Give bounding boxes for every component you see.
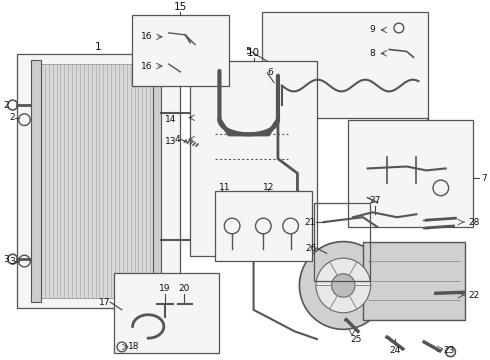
Bar [262, 12, 428, 118]
Text: 2: 2 [3, 100, 9, 109]
Text: 21: 21 [305, 217, 316, 226]
Text: 25: 25 [350, 334, 362, 343]
Bar [41, 64, 153, 298]
Bar [153, 60, 161, 302]
Text: 10: 10 [247, 48, 260, 58]
Text: 19: 19 [159, 284, 171, 293]
Bar [31, 60, 41, 302]
Text: 1: 1 [95, 41, 102, 51]
Bar [132, 15, 229, 86]
Text: 3: 3 [3, 255, 9, 264]
Text: 13: 13 [165, 137, 176, 146]
Text: 3: 3 [9, 257, 15, 266]
Text: 7: 7 [481, 174, 487, 183]
Text: 26: 26 [306, 244, 317, 253]
Text: 20: 20 [179, 284, 190, 293]
Circle shape [332, 274, 355, 297]
Bar [190, 61, 317, 256]
Text: 27: 27 [370, 196, 381, 205]
Text: 12: 12 [263, 184, 274, 193]
Text: 8: 8 [370, 49, 375, 58]
Text: 6: 6 [267, 68, 273, 77]
Text: 15: 15 [174, 3, 187, 12]
Bar [17, 54, 180, 308]
Text: 16: 16 [142, 32, 153, 41]
Bar [348, 120, 473, 227]
Text: 28: 28 [468, 217, 480, 226]
Bar [363, 242, 465, 320]
Text: 9: 9 [370, 26, 375, 35]
Text: 4: 4 [175, 135, 180, 144]
Text: 18: 18 [128, 342, 139, 351]
Text: 11: 11 [219, 184, 230, 193]
Text: 2: 2 [9, 113, 15, 122]
Circle shape [316, 258, 370, 313]
Bar [215, 191, 312, 261]
Text: 22: 22 [468, 291, 479, 300]
Text: 17: 17 [98, 298, 110, 307]
Circle shape [299, 242, 387, 329]
Text: 5: 5 [245, 47, 251, 56]
Bar [114, 273, 220, 353]
Text: 14: 14 [165, 115, 176, 124]
Bar [314, 203, 369, 280]
Text: 16: 16 [142, 62, 153, 71]
Text: 23: 23 [444, 346, 455, 355]
Text: 24: 24 [390, 346, 401, 355]
